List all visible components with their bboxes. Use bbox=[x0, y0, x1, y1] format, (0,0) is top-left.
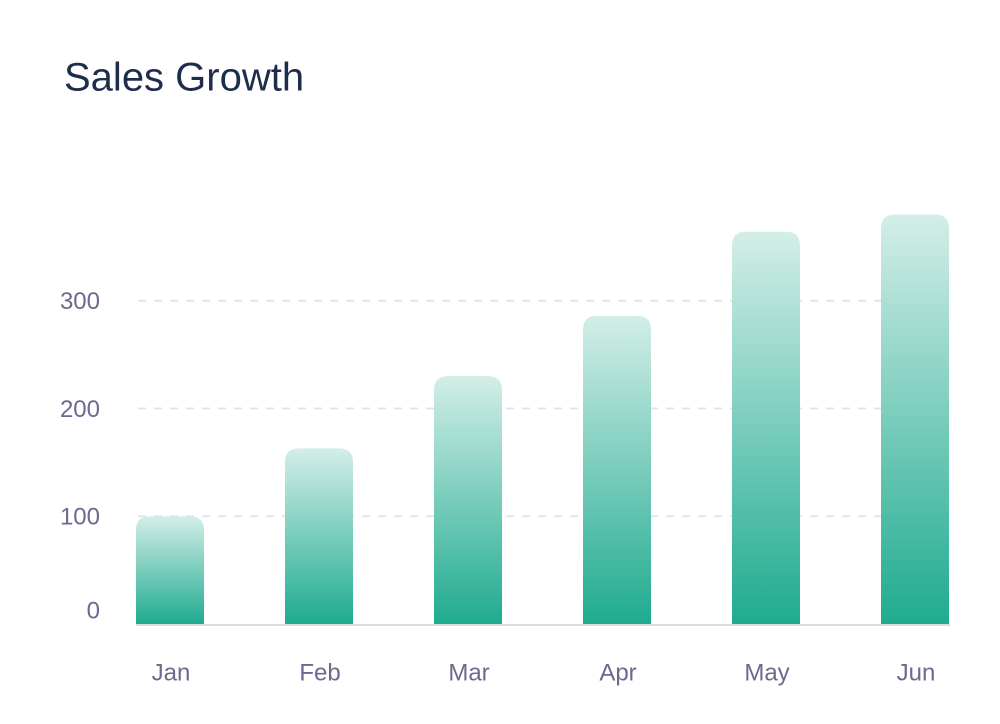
bar bbox=[583, 315, 651, 624]
x-tick-label: Jan bbox=[152, 659, 191, 686]
x-tick-label: Jun bbox=[897, 659, 936, 686]
bar bbox=[434, 376, 502, 624]
bar bbox=[285, 448, 353, 624]
y-tick-label: 100 bbox=[60, 504, 100, 531]
x-tick-label: Mar bbox=[448, 659, 489, 686]
bar bbox=[881, 214, 949, 625]
bar bbox=[136, 516, 204, 624]
x-tick-label: May bbox=[744, 659, 789, 686]
y-tick-label: 200 bbox=[60, 396, 100, 423]
y-tick-label: 300 bbox=[60, 288, 100, 315]
y-tick-label: 0 bbox=[87, 597, 100, 624]
x-tick-label: Apr bbox=[599, 659, 636, 686]
x-tick-label: Feb bbox=[299, 659, 340, 686]
chart-title: Sales Growth bbox=[64, 56, 304, 100]
bar bbox=[732, 231, 800, 625]
